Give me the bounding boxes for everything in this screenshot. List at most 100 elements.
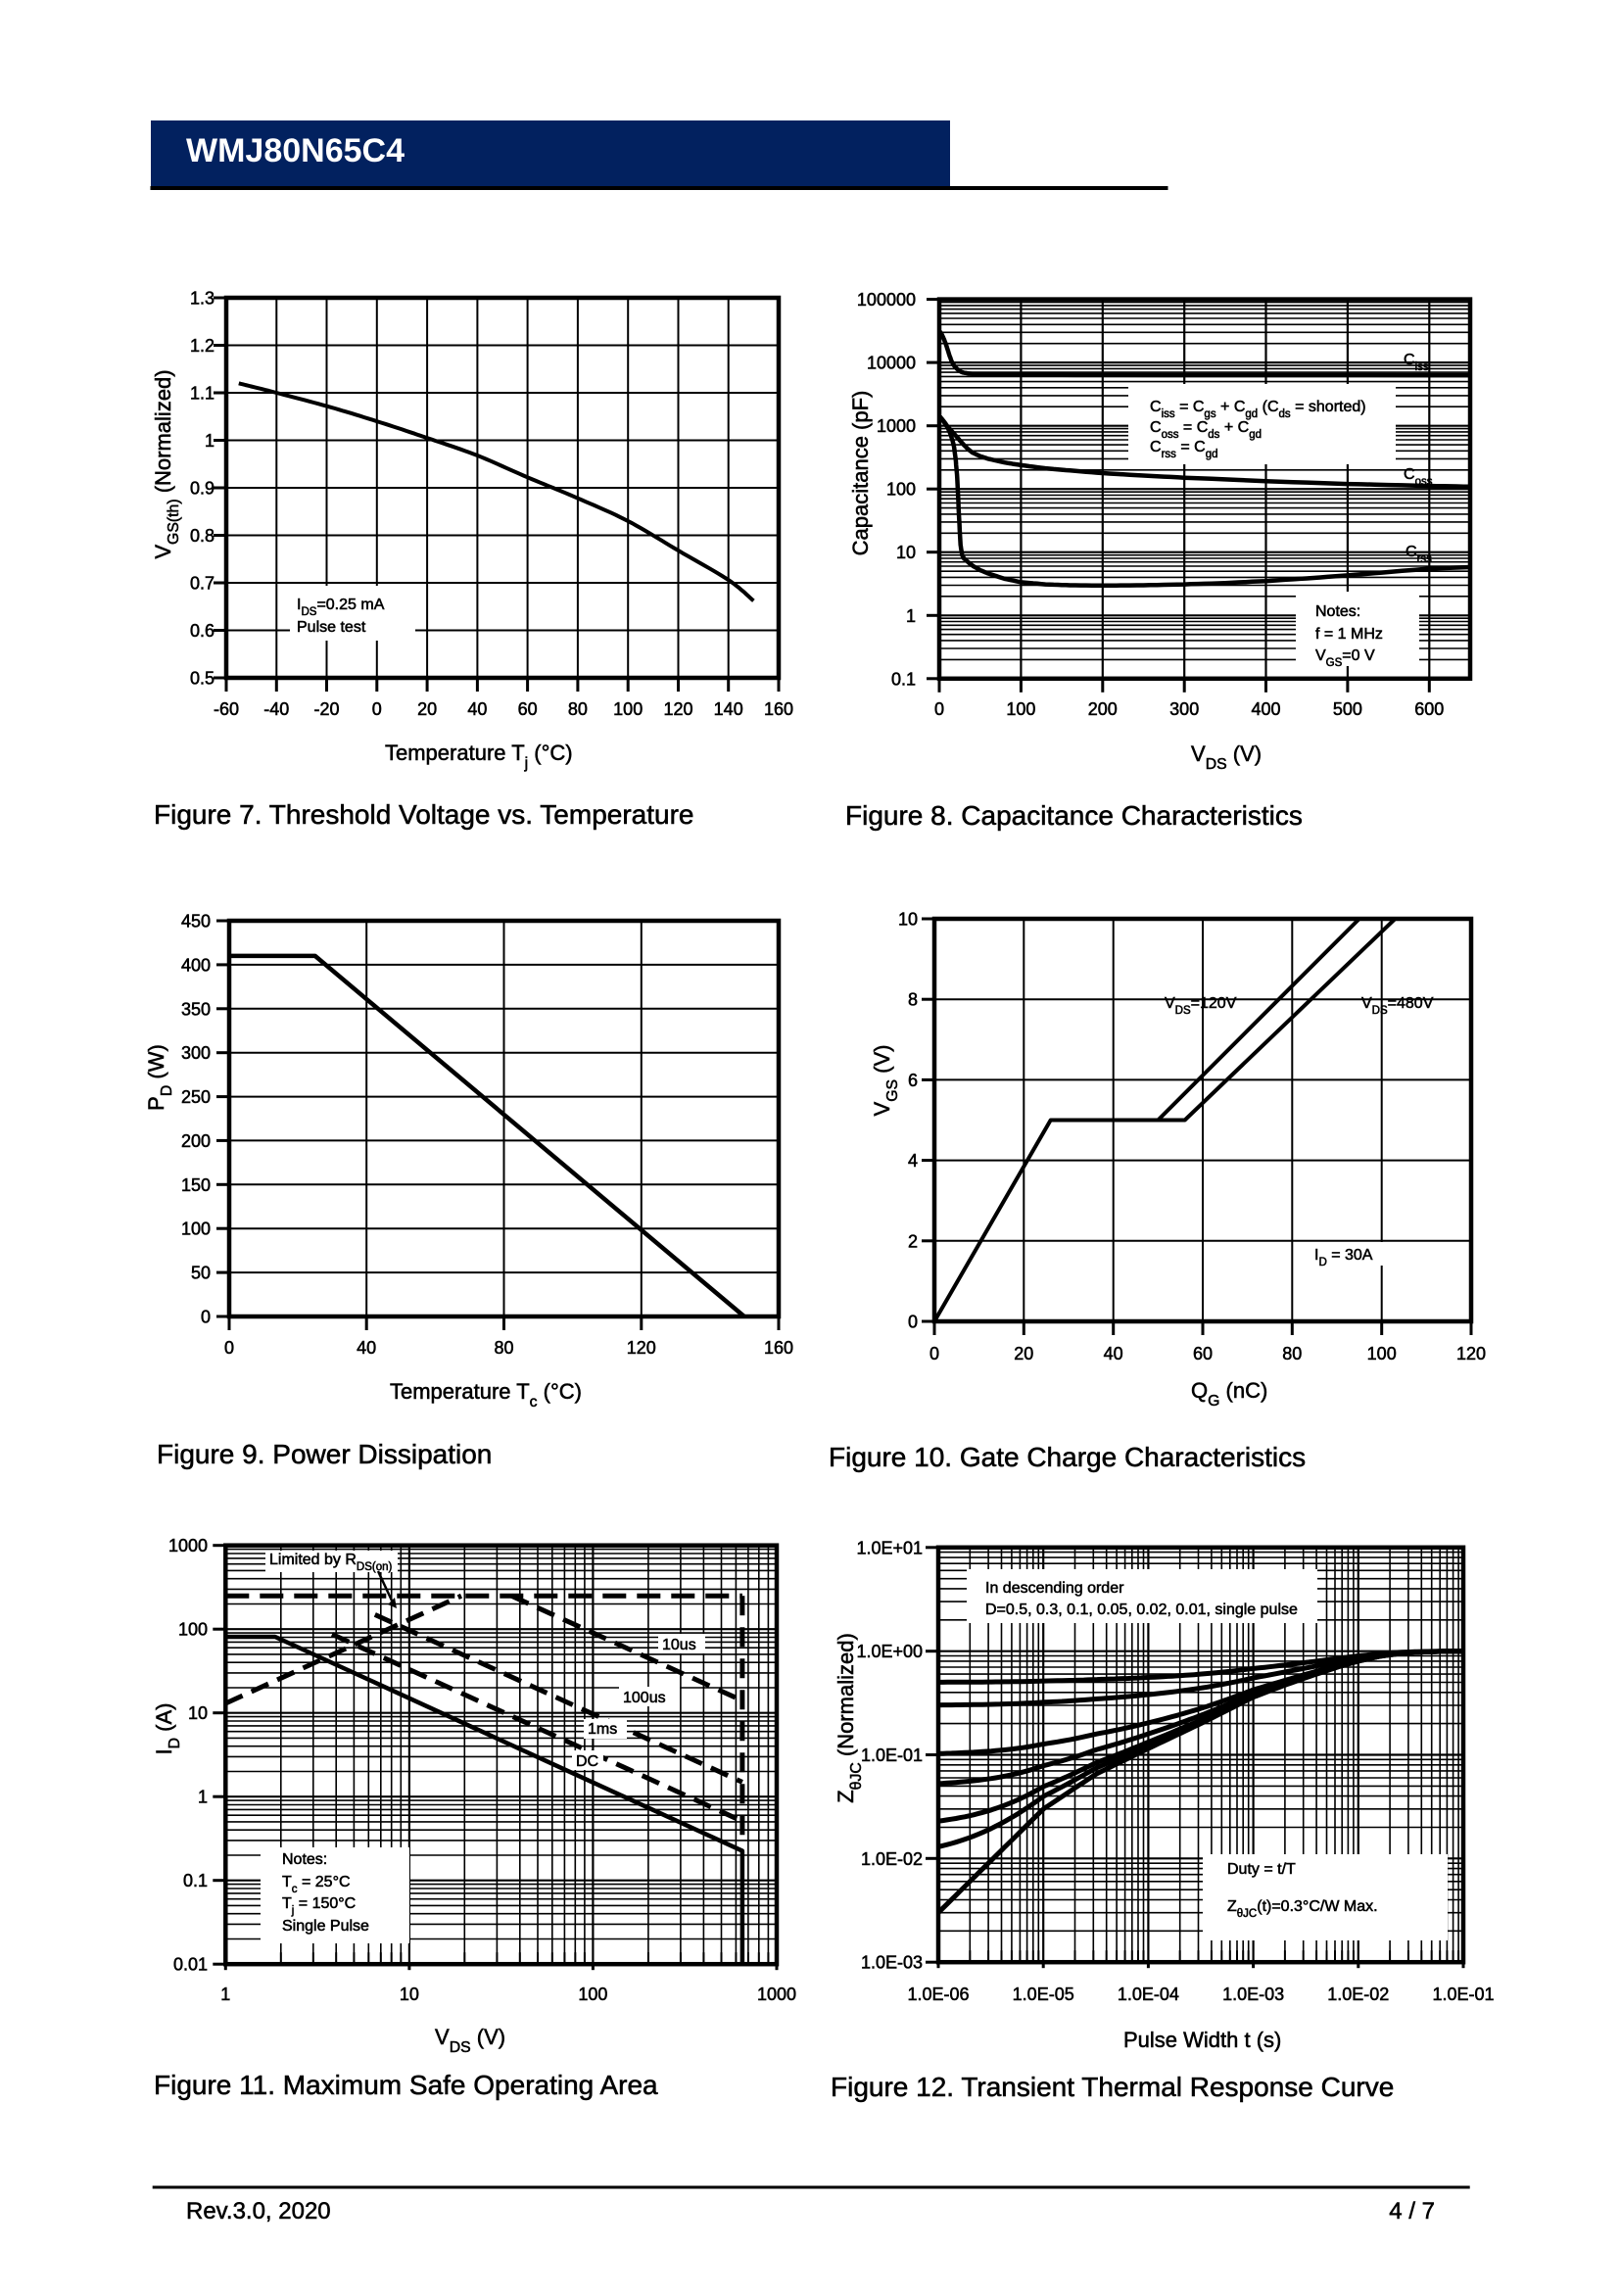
svg-text:VGS(th) (Normalized): VGS(th) (Normalized) [151, 369, 182, 558]
svg-text:Temperature Tc (°C): Temperature Tc (°C) [390, 1379, 582, 1411]
svg-text:100000: 100000 [857, 290, 916, 310]
svg-text:1.3: 1.3 [190, 289, 214, 309]
svg-text:Crss = Cgd: Crss = Cgd [1150, 439, 1218, 460]
svg-text:6: 6 [908, 1071, 918, 1090]
svg-text:10: 10 [400, 1985, 419, 2004]
svg-text:ID (A): ID (A) [152, 1703, 183, 1755]
svg-text:0: 0 [908, 1313, 918, 1332]
svg-text:Capacitance (pF): Capacitance (pF) [848, 391, 873, 556]
svg-text:1.0E-01: 1.0E-01 [861, 1746, 923, 1765]
svg-text:Single Pulse: Single Pulse [282, 1918, 369, 1935]
svg-text:450: 450 [181, 912, 211, 932]
svg-text:Figure 7. Threshold Voltage vs: Figure 7. Threshold Voltage vs. Temperat… [154, 799, 694, 830]
svg-text:1.0E-03: 1.0E-03 [1222, 1985, 1284, 2004]
svg-text:Coss: Coss [1404, 466, 1433, 488]
svg-text:150: 150 [181, 1175, 211, 1195]
svg-text:80: 80 [494, 1338, 513, 1358]
svg-text:Crss: Crss [1406, 544, 1432, 565]
svg-text:0.8: 0.8 [190, 526, 214, 546]
svg-text:DC: DC [576, 1753, 598, 1770]
svg-text:1.0E-01: 1.0E-01 [1432, 1985, 1494, 2004]
svg-text:VDS=480V: VDS=480V [1361, 995, 1434, 1017]
svg-text:160: 160 [764, 699, 793, 719]
svg-text:VDS=120V: VDS=120V [1165, 995, 1237, 1017]
svg-text:10us: 10us [662, 1637, 696, 1653]
svg-text:0.5: 0.5 [190, 669, 214, 689]
svg-text:1000: 1000 [168, 1536, 208, 1555]
svg-text:1.0E-04: 1.0E-04 [1118, 1985, 1179, 2004]
svg-text:Figure 12. Transient Thermal R: Figure 12. Transient Thermal Response Cu… [831, 2072, 1394, 2102]
svg-text:ZθJC(t)=0.3°C/W Max.: ZθJC(t)=0.3°C/W Max. [1227, 1898, 1378, 1920]
svg-text:Figure 9. Power Dissipation: Figure 9. Power Dissipation [157, 1439, 492, 1469]
svg-text:VGS (V): VGS (V) [870, 1045, 901, 1117]
svg-text:1.0E+01: 1.0E+01 [856, 1538, 923, 1557]
svg-text:VDS (V): VDS (V) [435, 2025, 505, 2056]
svg-text:0.01: 0.01 [173, 1955, 208, 1975]
svg-text:QG (nC): QG (nC) [1191, 1378, 1267, 1410]
svg-text:0: 0 [201, 1308, 211, 1327]
svg-text:100: 100 [178, 1620, 208, 1640]
svg-text:120: 120 [1456, 1344, 1486, 1363]
svg-text:80: 80 [568, 699, 588, 719]
svg-text:0: 0 [934, 699, 944, 719]
svg-text:20: 20 [417, 699, 437, 719]
svg-text:-60: -60 [214, 699, 239, 719]
svg-text:1.0E-03: 1.0E-03 [861, 1953, 923, 1973]
svg-text:250: 250 [181, 1087, 211, 1107]
svg-text:300: 300 [181, 1043, 211, 1063]
svg-text:Pulse test: Pulse test [297, 619, 366, 636]
svg-text:100: 100 [886, 480, 916, 500]
svg-text:Coss = Cds + Cgd: Coss = Cds + Cgd [1150, 419, 1262, 441]
svg-text:100: 100 [1006, 699, 1035, 719]
svg-text:PD (W): PD (W) [144, 1044, 175, 1111]
svg-text:350: 350 [181, 999, 211, 1019]
svg-text:1.0E+00: 1.0E+00 [856, 1642, 923, 1661]
svg-text:D=0.5, 0.3, 0.1, 0.05, 0.02, 0: D=0.5, 0.3, 0.1, 0.05, 0.02, 0.01, singl… [985, 1602, 1298, 1618]
svg-text:200: 200 [1088, 699, 1118, 719]
svg-text:Notes:: Notes: [1315, 603, 1360, 620]
svg-text:0.7: 0.7 [190, 574, 214, 594]
svg-text:Ciss: Ciss [1404, 352, 1429, 373]
svg-text:-40: -40 [263, 699, 289, 719]
svg-text:1.0E-02: 1.0E-02 [861, 1849, 923, 1869]
svg-text:4 / 7: 4 / 7 [1389, 2198, 1435, 2224]
svg-text:10: 10 [188, 1703, 208, 1723]
svg-text:1: 1 [906, 606, 916, 626]
svg-text:Pulse Width t (s): Pulse Width t (s) [1123, 2028, 1281, 2052]
svg-text:500: 500 [1333, 699, 1362, 719]
svg-text:ZθJC (Normalized): ZθJC (Normalized) [834, 1633, 865, 1803]
svg-text:1000: 1000 [757, 1985, 796, 2004]
svg-text:140: 140 [714, 699, 743, 719]
svg-text:0: 0 [929, 1344, 939, 1363]
svg-text:0.1: 0.1 [183, 1871, 208, 1890]
svg-text:8: 8 [908, 990, 918, 1010]
svg-text:Duty = t/T: Duty = t/T [1227, 1861, 1296, 1878]
svg-text:80: 80 [1282, 1344, 1302, 1363]
svg-text:IDS=0.25 mA: IDS=0.25 mA [297, 597, 385, 618]
svg-text:1000: 1000 [877, 416, 916, 436]
svg-text:Rev.3.0, 2020: Rev.3.0, 2020 [186, 2198, 331, 2224]
svg-text:1.1: 1.1 [190, 384, 214, 404]
svg-text:1.0E-05: 1.0E-05 [1013, 1985, 1074, 2004]
svg-text:200: 200 [181, 1131, 211, 1151]
svg-text:600: 600 [1414, 699, 1444, 719]
svg-text:Notes:: Notes: [282, 1851, 327, 1868]
svg-text:0.6: 0.6 [190, 621, 214, 641]
svg-text:1.2: 1.2 [190, 336, 214, 356]
svg-text:1: 1 [198, 1788, 208, 1807]
svg-text:120: 120 [627, 1338, 656, 1358]
svg-text:100: 100 [1367, 1344, 1397, 1363]
svg-text:1: 1 [220, 1985, 230, 2004]
svg-text:1.0E-02: 1.0E-02 [1327, 1985, 1389, 2004]
svg-text:ID = 30A: ID = 30A [1314, 1247, 1373, 1268]
svg-text:300: 300 [1169, 699, 1199, 719]
svg-text:1ms: 1ms [588, 1721, 617, 1738]
svg-text:40: 40 [357, 1338, 376, 1358]
svg-text:100: 100 [613, 699, 643, 719]
svg-text:50: 50 [191, 1264, 211, 1283]
svg-text:10: 10 [896, 543, 916, 562]
svg-text:400: 400 [181, 955, 211, 975]
svg-text:1.0E-06: 1.0E-06 [907, 1985, 969, 2004]
svg-text:120: 120 [663, 699, 692, 719]
svg-text:Limited by RDS(on): Limited by RDS(on) [269, 1552, 393, 1573]
